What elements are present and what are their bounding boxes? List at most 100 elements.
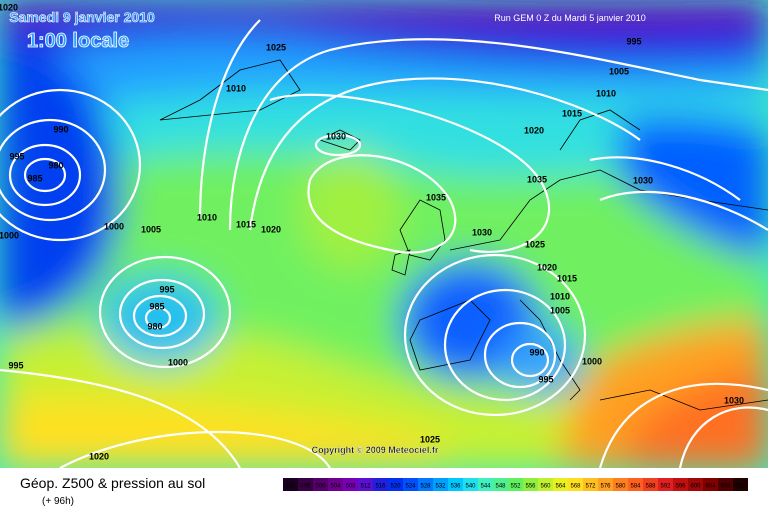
- colorbar-swatch: [628, 478, 643, 491]
- colorbar-label: 588: [645, 484, 656, 490]
- colorbar-label: 528: [420, 484, 431, 490]
- isobar-label: 990: [53, 124, 68, 134]
- isobar-label: 1015: [562, 108, 582, 118]
- colorbar-label: 524: [405, 484, 416, 490]
- colorbar-label: 604: [705, 484, 716, 490]
- isobar-label: 1010: [596, 88, 616, 98]
- isobar-label: 995: [626, 36, 641, 46]
- colorbar-swatch: [283, 478, 298, 491]
- colorbar-label: 520: [390, 484, 401, 490]
- colorbar-label: 592: [660, 484, 671, 490]
- colorbar-swatch: [598, 478, 613, 491]
- colorbar-swatch: [478, 478, 493, 491]
- isobar-label: 1005: [141, 224, 161, 234]
- colorbar-label: 492: [285, 484, 296, 490]
- isobar-label: 1020: [537, 262, 557, 272]
- isobar-label: 1010: [550, 291, 570, 301]
- isobar-label: 995: [159, 284, 174, 294]
- colorbar-swatch: [643, 478, 658, 491]
- isobar-label: 1010: [197, 212, 217, 222]
- isobar-label: 1030: [724, 395, 744, 405]
- colorbar-swatch: [313, 478, 328, 491]
- isobar-label: 990: [529, 347, 544, 357]
- colorbar-swatch: [448, 478, 463, 491]
- isobar-label: 1035: [527, 174, 547, 184]
- colorbar-swatch: [298, 478, 313, 491]
- isobar-label: 980: [147, 321, 162, 331]
- isobar-label: 995: [9, 151, 24, 161]
- isobar-label: 985: [27, 173, 42, 183]
- colorbar-label: 496: [300, 484, 311, 490]
- isobar-label: 985: [149, 301, 164, 311]
- colorbar-label: 572: [585, 484, 596, 490]
- colorbar-swatch: [613, 478, 628, 491]
- isobar-label: 1025: [266, 42, 286, 52]
- colorbar-label: 532: [435, 484, 446, 490]
- colorbar-label: 612: [735, 484, 746, 490]
- isobar-label: 1015: [557, 273, 577, 283]
- colorbar-swatch: [703, 478, 718, 491]
- colorbar-label: 560: [540, 484, 551, 490]
- colorbar-label: 608: [720, 484, 731, 490]
- colorbar-label: 540: [465, 484, 476, 490]
- colorbar-label: 504: [330, 484, 341, 490]
- isobar-label: 1030: [472, 227, 492, 237]
- colorbar-label: 596: [675, 484, 686, 490]
- caption: Géop. Z500 & pression au sol: [20, 475, 205, 491]
- colorbar-swatch: [463, 478, 478, 491]
- isobar-label: 980: [48, 160, 63, 170]
- colorbar-swatch: [568, 478, 583, 491]
- colorbar-swatch: [343, 478, 358, 491]
- isobar-label: 1025: [420, 434, 440, 444]
- map-title: Samedi 9 janvier 2010: [9, 9, 155, 25]
- colorbar-label: 580: [615, 484, 626, 490]
- map-background: [0, 0, 768, 469]
- colorbar-swatch: [418, 478, 433, 491]
- colorbar-swatch: [358, 478, 373, 491]
- isobar-label: 1035: [426, 192, 446, 202]
- isobar-label: 1020: [261, 224, 281, 234]
- lead-time: (+ 96h): [42, 496, 74, 507]
- isobar-label: 1020: [89, 451, 109, 461]
- colorbar-label: 508: [345, 484, 356, 490]
- colorbar-swatch: [388, 478, 403, 491]
- isobar-label: 1005: [609, 66, 629, 76]
- isobar-label: 1020: [524, 125, 544, 135]
- colorbar-swatch: [733, 478, 748, 491]
- copyright: Copyright © 2009 Meteociel.fr: [312, 445, 439, 455]
- isobar-label: 1030: [633, 175, 653, 185]
- colorbar-swatch: [403, 478, 418, 491]
- colorbar-swatch: [673, 478, 688, 491]
- colorbar-label: 556: [525, 484, 536, 490]
- isobar-label: 1000: [582, 356, 602, 366]
- colorbar-label: 544: [480, 484, 491, 490]
- isobar-label: 1000: [104, 221, 124, 231]
- colorbar-label: 568: [570, 484, 581, 490]
- colorbar-label: 600: [690, 484, 701, 490]
- colorbar-swatch: [433, 478, 448, 491]
- colorbar-swatch: [523, 478, 538, 491]
- colorbar-label: 512: [360, 484, 371, 490]
- isobar-label: 1000: [168, 357, 188, 367]
- isobar-label: 1000: [0, 230, 19, 240]
- colorbar-swatch: [583, 478, 598, 491]
- colorbar: 492 496 500 504 508 512 516 520 524 528 532 536 540 5…: [283, 478, 748, 491]
- colorbar-label: 500: [315, 484, 326, 490]
- colorbar-swatch: [538, 478, 553, 491]
- isobar-label: 1025: [525, 239, 545, 249]
- colorbar-label: 536: [450, 484, 461, 490]
- isobar-label: 1015: [236, 219, 256, 229]
- colorbar-swatch: [373, 478, 388, 491]
- colorbar-label: 552: [510, 484, 521, 490]
- colorbar-swatch: [328, 478, 343, 491]
- run-info: Run GEM 0 Z du Mardi 5 janvier 2010: [494, 13, 646, 23]
- isobar-label: 1030: [326, 131, 346, 141]
- isobar-label: 995: [8, 360, 23, 370]
- colorbar-swatch: [508, 478, 523, 491]
- local-time: 1:00 locale: [27, 30, 129, 52]
- colorbar-label: 516: [375, 484, 386, 490]
- colorbar-label: 564: [555, 484, 566, 490]
- isobar-label: 995: [538, 374, 553, 384]
- colorbar-swatch: [688, 478, 703, 491]
